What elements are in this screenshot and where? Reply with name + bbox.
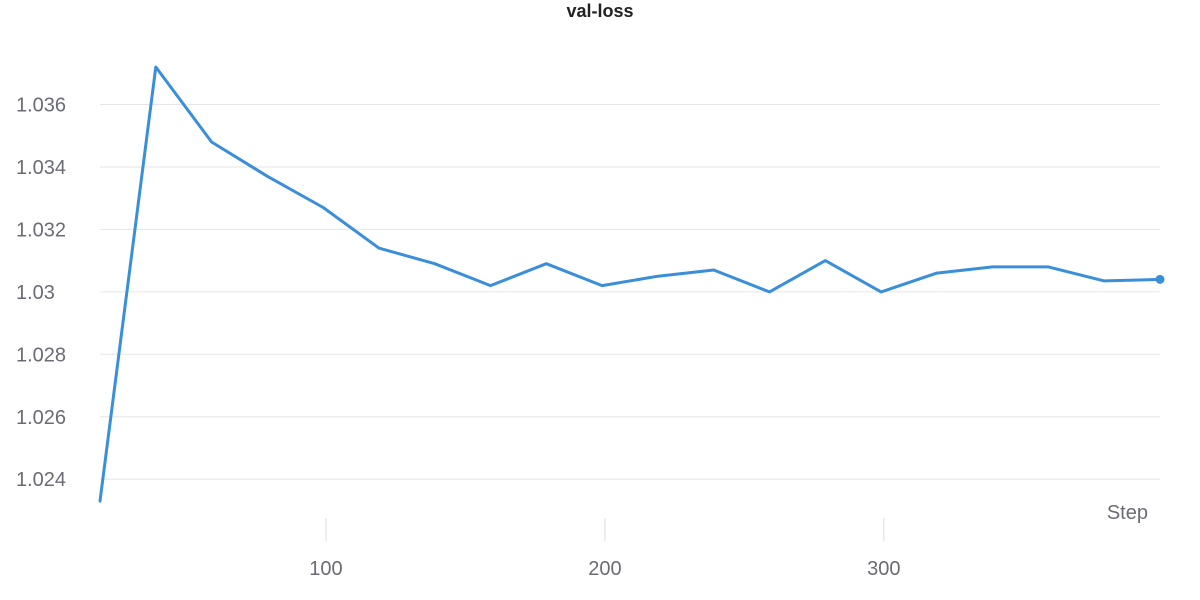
x-tick-label: 300 [867, 558, 900, 580]
y-axis: 1.024 1.026 1.028 1.03 1.032 1.034 1.036 [16, 95, 66, 492]
x-axis-label: Step [1107, 502, 1148, 524]
grid-lines [100, 104, 1160, 480]
y-tick-label: 1.028 [16, 344, 66, 366]
y-tick-label: 1.03 [16, 282, 55, 304]
y-tick-label: 1.024 [16, 469, 66, 491]
y-tick-label: 1.034 [16, 157, 66, 179]
x-axis: 100 200 300 [309, 518, 901, 580]
chart-title: val-loss [566, 1, 633, 21]
series-line [98, 65, 1162, 503]
x-tick-label: 100 [309, 558, 342, 580]
y-tick-label: 1.032 [16, 219, 66, 241]
last-point-marker [1155, 274, 1165, 284]
x-tick-label: 200 [588, 558, 621, 580]
series-layer [98, 65, 1165, 503]
y-tick-label: 1.026 [16, 407, 66, 429]
y-tick-label: 1.036 [16, 95, 66, 117]
